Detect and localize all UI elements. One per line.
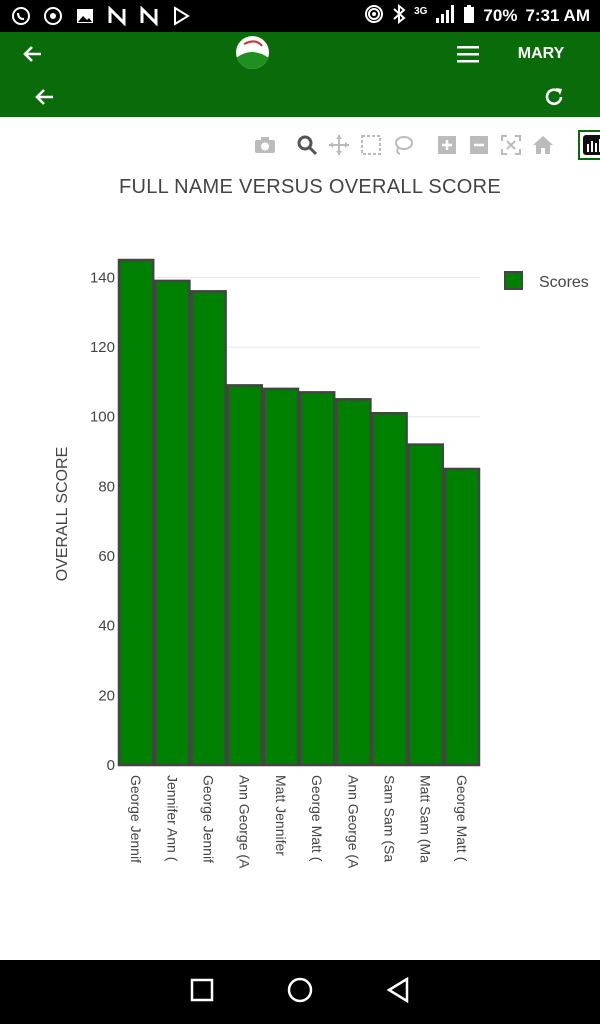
- network-label: 3G: [414, 5, 428, 17]
- bar[interactable]: [226, 384, 264, 767]
- bar[interactable]: [190, 290, 227, 767]
- app-logo: [236, 36, 269, 69]
- chart-title: FULL NAME VERSUS OVERALL SCORE: [118, 176, 502, 198]
- y-tick-label: 20: [98, 687, 115, 704]
- box-select-icon[interactable]: [358, 132, 384, 158]
- x-axis-ticks: George Jennif Jennifer Ann ( George Jennif…: [128, 775, 470, 869]
- bar[interactable]: [443, 467, 481, 767]
- bars: [117, 258, 481, 767]
- autoscale-icon[interactable]: [498, 132, 524, 158]
- bar[interactable]: [407, 443, 445, 767]
- n-icon: [106, 5, 128, 27]
- camera-icon[interactable]: [252, 132, 278, 158]
- whatsapp-icon: [10, 5, 32, 27]
- home-icon[interactable]: [530, 132, 556, 158]
- bar[interactable]: [371, 411, 408, 767]
- android-nav-bar: [0, 960, 600, 1024]
- bar[interactable]: [298, 391, 336, 767]
- legend-swatch: [504, 271, 523, 290]
- play-store-icon: [170, 5, 192, 27]
- bar[interactable]: [262, 387, 300, 767]
- clock: 7:31 AM: [525, 6, 590, 25]
- app-bar: MARY: [0, 32, 600, 117]
- zoom-in-icon[interactable]: [434, 132, 460, 158]
- refresh-icon[interactable]: [536, 79, 572, 115]
- bar-chart: 0 20 40 60 80 100 120 140 George Jennif Jennifer…: [54, 258, 589, 869]
- home-button[interactable]: [286, 976, 314, 1009]
- y-tick-label: 60: [98, 548, 115, 565]
- x-tick-label: George Jennif: [128, 775, 144, 863]
- x-tick-label: Jennifer Ann (: [164, 775, 180, 862]
- x-tick-label: George Jennif: [201, 775, 217, 863]
- x-tick-label: Ann George (A: [345, 775, 361, 869]
- lasso-select-icon[interactable]: [390, 132, 416, 158]
- battery-icon: [463, 4, 475, 29]
- pan-icon[interactable]: [326, 132, 352, 158]
- image-icon: [74, 5, 96, 27]
- chrome-icon: [42, 5, 64, 27]
- user-name[interactable]: MARY: [517, 45, 565, 62]
- y-tick-label: 140: [90, 269, 115, 286]
- chart-modebar: [252, 130, 600, 160]
- bar[interactable]: [117, 258, 155, 767]
- back-button[interactable]: [386, 976, 410, 1008]
- x-tick-label: Ann George (A: [237, 775, 253, 869]
- back-arrow-icon[interactable]: [26, 79, 62, 115]
- y-tick-label: 120: [90, 339, 115, 356]
- recents-button[interactable]: [190, 978, 214, 1007]
- x-tick-label: George Matt (: [454, 775, 470, 862]
- battery-percent: 70%: [483, 6, 518, 25]
- legend[interactable]: Scores: [504, 271, 589, 291]
- plotly-logo-icon[interactable]: [578, 130, 600, 160]
- signal-icon: [435, 4, 455, 29]
- y-axis-ticks: 0 20 40 60 80 100 120 140: [90, 269, 115, 774]
- status-bar: 3G 70% 7:31 AM: [0, 0, 600, 32]
- x-tick-label: Sam Sam (Sa: [382, 775, 398, 862]
- y-tick-label: 0: [107, 757, 115, 774]
- bluetooth-icon: [392, 3, 406, 29]
- zoom-out-icon[interactable]: [466, 132, 492, 158]
- x-tick-label: George Matt (: [309, 775, 325, 862]
- bar[interactable]: [153, 279, 191, 767]
- menu-icon[interactable]: [450, 36, 486, 72]
- x-tick-label: Matt Sam (Ma: [418, 775, 434, 863]
- y-tick-label: 100: [90, 409, 115, 426]
- back-arrow-icon[interactable]: [14, 36, 50, 72]
- n-icon: [138, 5, 160, 27]
- hotspot-icon: [364, 4, 384, 29]
- x-tick-label: Matt Jennifer: [273, 775, 289, 856]
- zoom-icon[interactable]: [294, 132, 320, 158]
- y-tick-label: 80: [98, 478, 115, 495]
- legend-label: Scores: [539, 274, 589, 291]
- y-tick-label: 40: [98, 618, 115, 635]
- bar[interactable]: [334, 398, 372, 767]
- y-axis-label: OVERALL SCORE: [54, 447, 71, 582]
